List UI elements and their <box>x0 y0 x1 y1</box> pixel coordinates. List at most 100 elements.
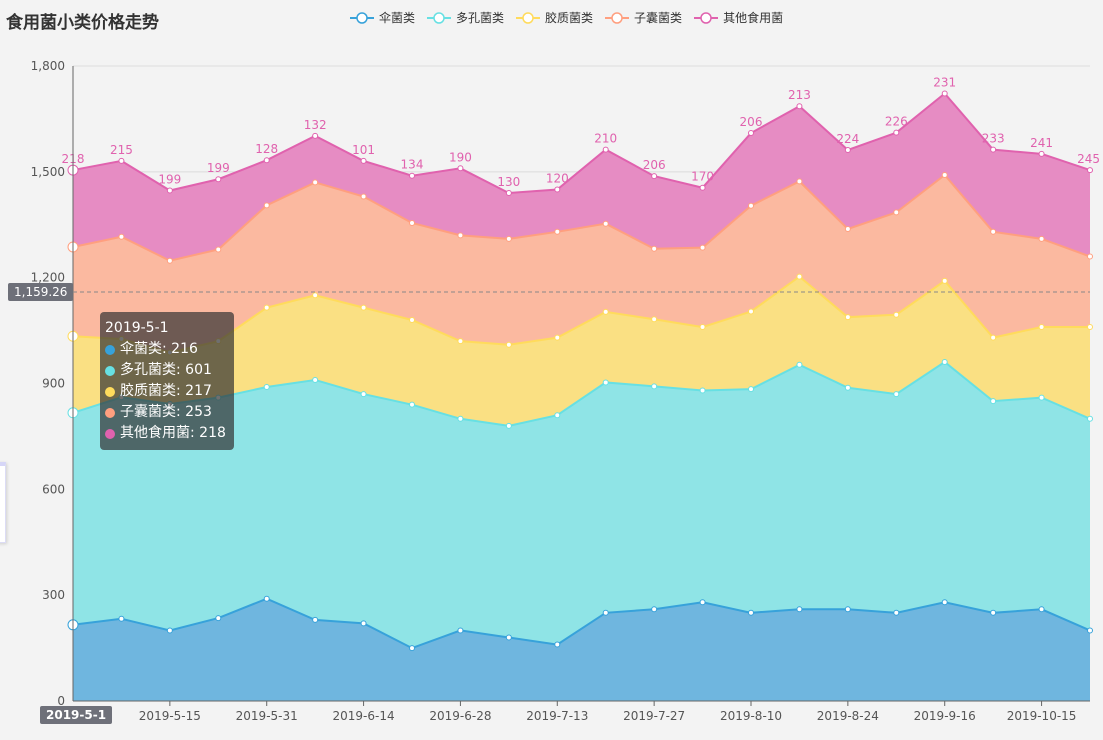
tooltip-row-text: 其他食用菌: 218 <box>120 425 226 441</box>
legend-item[interactable]: 多孔菌类 <box>427 9 504 26</box>
line-series-1 <box>72 597 1091 650</box>
tooltip-dot-icon <box>105 344 115 355</box>
data-label: 231 <box>933 76 956 90</box>
data-point <box>263 157 270 164</box>
data-point <box>409 172 415 179</box>
legend-item[interactable]: 伞菌类 <box>350 9 415 26</box>
data-point <box>505 422 512 429</box>
data-point <box>990 609 997 616</box>
data-point <box>554 186 561 193</box>
data-point <box>554 641 561 648</box>
data-point <box>748 202 754 209</box>
side-panel-handle[interactable] <box>0 462 6 543</box>
area-series-2 <box>73 361 1090 649</box>
data-point <box>1087 415 1093 422</box>
area-series-1 <box>73 598 1090 701</box>
data-point <box>215 246 222 253</box>
y-tick-label: 300 <box>42 588 65 602</box>
tooltip-row-text: 伞菌类: 216 <box>120 341 198 357</box>
x-tick-label: 2019-7-27 <box>623 709 685 723</box>
data-point <box>941 172 948 179</box>
data-point <box>941 90 948 97</box>
data-point <box>1038 150 1045 157</box>
data-point <box>990 146 997 153</box>
data-point <box>505 634 512 641</box>
legend-marker-icon <box>350 11 374 24</box>
data-point <box>796 361 803 368</box>
y-tick-label: 1,800 <box>31 59 65 73</box>
data-point <box>844 146 851 153</box>
data-point <box>748 386 754 393</box>
data-point <box>263 202 270 209</box>
x-tick-label: 2019-6-28 <box>429 709 491 723</box>
data-point <box>360 304 367 311</box>
data-point <box>409 645 415 652</box>
data-point <box>990 334 997 341</box>
legend: 伞菌类 多孔菌类 胶质菌类 子囊菌类 其他食用菌 <box>350 9 795 26</box>
x-tick-label: 2019-5-15 <box>139 709 201 723</box>
tooltip-row: 其他食用菌: 218 <box>105 423 226 444</box>
legend-item[interactable]: 子囊菌类 <box>605 9 682 26</box>
data-point <box>263 595 270 602</box>
legend-item[interactable]: 胶质菌类 <box>516 9 593 26</box>
legend-item[interactable]: 其他食用菌 <box>694 9 783 26</box>
data-point <box>1038 606 1045 613</box>
data-point <box>941 358 948 365</box>
tooltip-dot-icon <box>105 386 115 397</box>
data-point <box>893 391 900 398</box>
x-tick-label: 2019-7-13 <box>526 709 588 723</box>
data-point <box>796 178 803 185</box>
data-point <box>118 615 125 622</box>
data-point <box>215 176 222 183</box>
y-tick-label: 600 <box>42 482 65 496</box>
data-point <box>602 146 609 153</box>
data-point <box>360 620 367 627</box>
data-point <box>1038 235 1045 242</box>
data-point <box>796 273 803 280</box>
data-point <box>893 609 900 616</box>
legend-label: 伞菌类 <box>379 11 416 25</box>
legend-label: 多孔菌类 <box>456 11 505 25</box>
x-axis-pointer-label: 2019-5-1 <box>40 706 113 724</box>
data-point <box>893 311 900 318</box>
data-point <box>312 179 319 186</box>
legend-label: 子囊菌类 <box>634 11 683 25</box>
data-label: 215 <box>110 143 133 157</box>
data-point <box>215 615 222 622</box>
data-point <box>651 383 658 390</box>
area-series-3 <box>73 276 1090 426</box>
tooltip-row-text: 多孔菌类: 601 <box>120 362 212 378</box>
data-point <box>457 232 464 239</box>
data-point <box>699 244 706 251</box>
x-tick-label: 2019-10-15 <box>1007 709 1077 723</box>
data-point <box>1087 253 1093 260</box>
line-series-2 <box>72 360 1091 427</box>
data-label: 128 <box>255 142 278 156</box>
area-series-4 <box>73 175 1090 353</box>
data-point <box>844 606 851 613</box>
legend-label: 胶质菌类 <box>545 11 594 25</box>
data-point <box>651 173 658 180</box>
data-point <box>602 308 609 315</box>
tooltip-row: 多孔菌类: 601 <box>105 360 226 381</box>
data-point <box>699 599 706 606</box>
x-tick-label: 2019-5-31 <box>236 709 298 723</box>
data-label: 241 <box>1030 136 1053 150</box>
data-point <box>409 401 415 408</box>
x-tick-label: 2019-9-16 <box>914 709 976 723</box>
data-label: 130 <box>497 175 520 189</box>
data-point <box>602 609 609 616</box>
data-label: 134 <box>401 158 424 172</box>
data-point <box>118 157 125 164</box>
data-point <box>166 187 173 194</box>
y-axis-pointer-label: 1,159.26 <box>8 283 74 301</box>
data-point <box>505 190 512 196</box>
legend-marker-icon <box>427 11 452 24</box>
area-series-5 <box>73 93 1090 261</box>
tooltip-date: 2019-5-1 <box>105 320 169 336</box>
tooltip-row-text: 胶质菌类: 217 <box>120 383 212 399</box>
data-label: 206 <box>643 158 666 172</box>
data-point <box>602 220 609 227</box>
data-point <box>893 129 900 136</box>
